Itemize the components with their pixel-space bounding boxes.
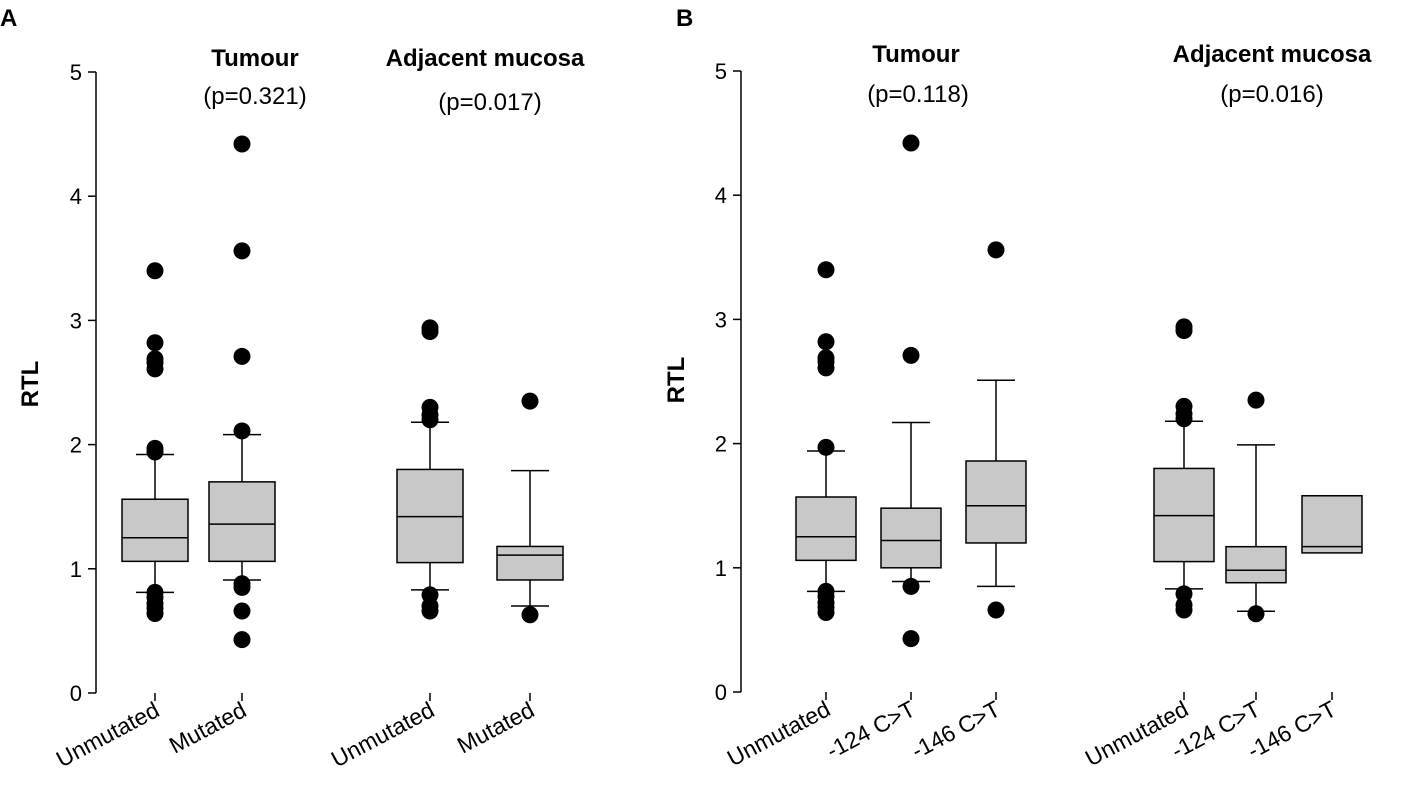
category-label: -124 C>T (822, 695, 919, 763)
panel-b-mucosa-title: Adjacent mucosa (1173, 41, 1372, 68)
panel-a-mucosa-pvalue: (p=0.017) (438, 89, 541, 116)
panel-b-ylabel: RTL (663, 357, 690, 404)
outlier-point (233, 135, 251, 153)
iqr-box (880, 507, 942, 569)
panel-b-box-tumour-124-c-t: -124 C>T (822, 134, 942, 764)
panel-a-y-tick-label: 0 (70, 681, 82, 706)
panel-a-y-tick-label: 5 (70, 60, 82, 85)
category-label: Unmutated (723, 695, 835, 771)
outlier-point (233, 602, 251, 620)
panel-a-y-tick-label: 4 (70, 184, 82, 209)
panel-a-tumour-title: Tumour (211, 45, 299, 72)
outlier-point (817, 261, 835, 279)
panel-a-ylabel: RTL (17, 361, 44, 408)
panel-b-mucosa-pvalue: (p=0.016) (1220, 81, 1323, 108)
outlier-point (902, 134, 920, 152)
outlier-point (421, 398, 439, 416)
panel-b-box-mucosa-146-c-t: -146 C>T (1243, 495, 1363, 764)
iqr-box (121, 498, 189, 563)
outlier-point (817, 582, 835, 600)
panel-a-box-mucosa-mutated: Mutated (453, 392, 564, 758)
outlier-point (1247, 605, 1265, 623)
outlier-point (146, 583, 164, 601)
outlier-point (233, 347, 251, 365)
outlier-point (1175, 318, 1193, 336)
panel-b-y-tick-label: 3 (715, 307, 727, 332)
panel-b-y-tick-label: 0 (715, 680, 727, 705)
panel-a-box-mucosa-unmutated: Unmutated (327, 319, 464, 772)
outlier-point (817, 349, 835, 367)
iqr-box (1301, 495, 1363, 554)
outlier-point (233, 575, 251, 593)
category-label: Unmutated (1081, 695, 1193, 771)
panel-b-y-tick-label: 2 (715, 432, 727, 457)
panel-a-mucosa-title: Adjacent mucosa (386, 45, 585, 72)
panel-b-box-tumour-unmutated: Unmutated (723, 261, 857, 771)
panel-b-y-tick-label: 4 (715, 183, 727, 208)
outlier-point (987, 241, 1005, 259)
outlier-point (233, 631, 251, 649)
outlier-point (146, 262, 164, 280)
outlier-point (146, 350, 164, 368)
outlier-point (421, 586, 439, 604)
outlier-point (902, 577, 920, 595)
outlier-point (817, 438, 835, 456)
outlier-point (817, 333, 835, 351)
panel-a-letter: A (0, 5, 17, 32)
panel-b-y-tick-label: 5 (715, 59, 727, 84)
iqr-box (208, 481, 276, 563)
iqr-box (965, 460, 1027, 544)
category-label: Unmutated (52, 696, 164, 772)
outlier-point (146, 334, 164, 352)
panel-a-tumour-pvalue: (p=0.321) (203, 83, 306, 110)
outlier-point (146, 439, 164, 457)
outlier-point (902, 346, 920, 364)
panel-b-y-tick-label: 1 (715, 556, 727, 581)
iqr-box (795, 496, 857, 562)
iqr-box (496, 545, 564, 581)
outlier-point (521, 392, 539, 410)
panel-b-box-mucosa-unmutated: Unmutated (1081, 318, 1215, 771)
panel-a-y-tick-label: 3 (70, 308, 82, 333)
outlier-point (1175, 585, 1193, 603)
outlier-point (902, 630, 920, 648)
outlier-point (1175, 397, 1193, 415)
iqr-box (1225, 545, 1287, 584)
outlier-point (233, 422, 251, 440)
outlier-point (521, 606, 539, 624)
panel-b-box-tumour-146-c-t: -146 C>T (907, 241, 1027, 764)
outlier-point (421, 319, 439, 337)
category-label: Mutated (165, 696, 251, 758)
outlier-point (987, 601, 1005, 619)
panel-a-box-tumour-mutated: Mutated (165, 135, 276, 758)
panel-b-tumour-title: Tumour (872, 41, 960, 68)
category-label: -146 C>T (907, 695, 1004, 763)
outlier-point (233, 242, 251, 260)
outlier-point (1247, 391, 1265, 409)
panel-b-tumour-pvalue: (p=0.118) (867, 81, 969, 108)
panel-a-y-tick-label: 1 (70, 557, 82, 582)
panel-b-letter: B (676, 5, 693, 32)
category-label: Mutated (453, 696, 539, 758)
category-label: Unmutated (327, 696, 439, 772)
panel-a-y-tick-label: 2 (70, 433, 82, 458)
